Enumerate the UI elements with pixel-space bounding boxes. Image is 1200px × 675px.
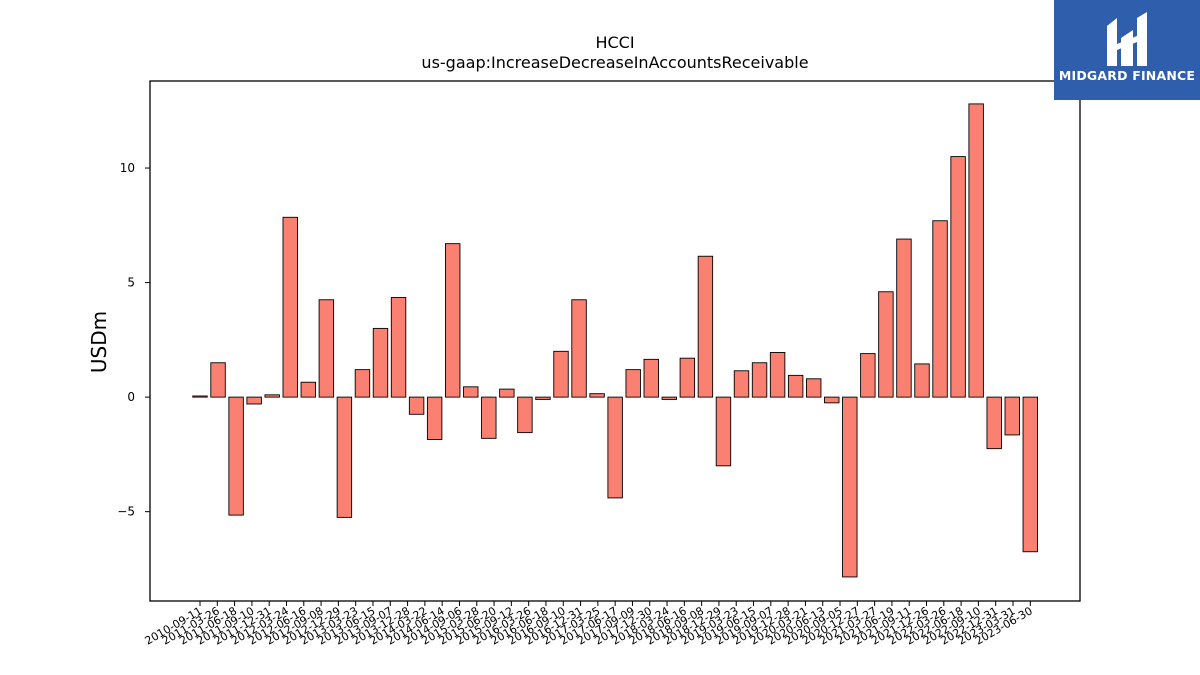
- bar-2020-03-21: [860, 353, 876, 398]
- bar-2017-09-09: [679, 357, 696, 398]
- bar-2016-03-19: [571, 299, 587, 398]
- bar-2020-12-26: [914, 363, 930, 398]
- y-tick-label: 5: [127, 276, 135, 290]
- bar-2014-06-14: [445, 243, 461, 398]
- bar-2019-03-23: [787, 374, 804, 398]
- bar-2011-06-18: [228, 396, 244, 516]
- bar-2017-03-25: [643, 358, 659, 398]
- bar-2015-03-28: [499, 388, 515, 398]
- bar-2015-09-12: [535, 396, 551, 400]
- bar-2020-09-05: [896, 238, 912, 398]
- bar-2021-06-19: [950, 156, 966, 398]
- bar-2014-12-27: [481, 396, 497, 439]
- logo-text: MIDGARD FINANCE: [1058, 68, 1196, 83]
- bar-2010-09-11: [192, 395, 208, 398]
- bar-2011-12-31: [264, 394, 280, 398]
- bar-2012-03-24: [282, 216, 298, 398]
- bar-2012-06-16: [300, 381, 316, 398]
- bar-2012-12-29: [336, 396, 353, 518]
- bar-2016-12-31: [625, 369, 641, 398]
- bar-2019-12-28: [842, 396, 858, 578]
- bar-2017-06-17: [661, 396, 677, 400]
- bar-2011-09-10: [246, 396, 262, 405]
- bar-2021-09-11: [968, 103, 984, 398]
- logo-mark-icon: [1107, 12, 1147, 66]
- bar-2015-12-26: [553, 350, 569, 398]
- plot-frame: [149, 80, 1081, 602]
- bar-2012-09-08: [318, 299, 335, 398]
- y-axis-label: USDm: [87, 311, 111, 373]
- bar-2021-12-25: [986, 396, 1002, 450]
- bar-2017-12-30: [697, 255, 714, 398]
- bar-2019-06-15: [806, 378, 822, 398]
- bar-2013-06-15: [372, 327, 389, 398]
- bar-2013-03-23: [354, 369, 371, 398]
- bar-2016-09-10: [607, 396, 623, 499]
- y-tick-label: 0: [127, 390, 135, 404]
- bar-2018-06-16: [733, 370, 750, 398]
- bar-2011-03-26: [210, 362, 226, 398]
- bar-2018-03-24: [715, 396, 732, 467]
- chart-subtitle: us-gaap:IncreaseDecreaseInAccountsReceiv…: [421, 53, 808, 72]
- chart-title: HCCI: [595, 33, 634, 52]
- bar-2021-03-27: [932, 220, 948, 398]
- bar-2018-12-29: [769, 352, 786, 398]
- bar-2018-09-08: [751, 362, 768, 398]
- bar-2022-06-18: [1022, 396, 1038, 553]
- y-tick-label: −5: [117, 505, 135, 519]
- midgard-finance-logo: MIDGARD FINANCE: [1054, 0, 1200, 100]
- bar-2014-09-06: [463, 386, 479, 398]
- y-tick-label: 10: [120, 161, 135, 175]
- bar-2015-06-20: [517, 396, 533, 434]
- bar-2013-09-07: [390, 297, 407, 398]
- bar-2019-09-07: [824, 396, 840, 404]
- bar-2014-03-22: [426, 396, 443, 440]
- bar-2013-12-28: [408, 396, 425, 415]
- bar-2022-03-26: [1004, 396, 1020, 436]
- bar-2020-06-13: [878, 291, 894, 398]
- bar-2016-06-18: [589, 393, 605, 398]
